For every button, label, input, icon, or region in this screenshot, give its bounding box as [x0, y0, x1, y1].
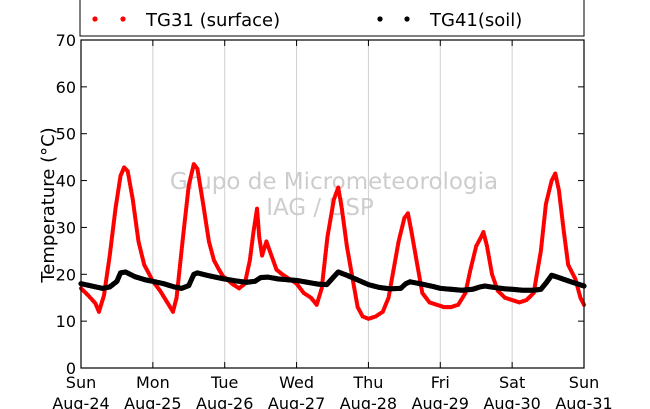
series-soil	[78, 269, 587, 293]
legend-label-soil: TG41(soil)	[429, 10, 522, 31]
y-tick-label: 50	[56, 125, 76, 144]
y-tick-label: 0	[66, 359, 76, 378]
watermark-line-1: Grupo de Micrometeorologia	[170, 169, 498, 195]
y-tick-label: 20	[56, 265, 76, 284]
grid-layer	[152, 40, 513, 368]
watermark-line-2: IAG / USP	[266, 195, 374, 221]
x-tick-label-date: Aug-31	[555, 394, 612, 409]
x-tick-label-day: Sun	[66, 373, 96, 392]
y-tick-label: 40	[56, 172, 76, 191]
legend-label-surface: TG31 (surface)	[145, 10, 280, 31]
x-tick-label-date: Aug-29	[412, 394, 469, 409]
watermark: Grupo de Micrometeorologia IAG / USP	[170, 169, 498, 221]
x-tick-label-day: Tue	[210, 373, 238, 392]
y-tick-label: 60	[56, 78, 76, 97]
legend-marker-soil	[377, 16, 383, 22]
legend-marker-soil	[404, 16, 410, 22]
x-tick-label-date: Aug-25	[124, 394, 181, 409]
axis-layer: 0 10 20 30 40 50 60 70 Sun Aug-24 Mon Aug-25 Tue Aug-…	[52, 31, 612, 409]
legend-entry-soil: TG41(soil)	[377, 10, 522, 31]
legend-box	[79, 0, 585, 37]
x-tick-label-date: Aug-24	[52, 394, 109, 409]
x-tick-label-day: Mon	[136, 373, 170, 392]
x-tick-label-day: Fri	[431, 373, 450, 392]
legend-marker-surface	[92, 16, 98, 22]
x-tick-label-date: Aug-28	[340, 394, 397, 409]
plot-frame	[80, 39, 585, 369]
y-tick-label: 70	[56, 31, 76, 50]
data-layer	[78, 162, 587, 321]
x-tick-label-day: Thu	[352, 373, 383, 392]
y-tick-label: 30	[56, 218, 76, 237]
legend-marker-surface	[120, 16, 126, 22]
x-tick-label-day: Wed	[279, 373, 314, 392]
x-tick-label-day: Sun	[569, 373, 599, 392]
y-tick-label: 10	[56, 312, 76, 331]
x-tick-label-day: Sat	[499, 373, 525, 392]
x-tick-label-date: Aug-30	[483, 394, 540, 409]
x-tick-label-date: Aug-27	[268, 394, 325, 409]
y-axis-title: Temperature (°C)	[38, 127, 59, 283]
x-tick-label-date: Aug-26	[196, 394, 253, 409]
legend-entry-surface: TG31 (surface)	[92, 10, 280, 31]
